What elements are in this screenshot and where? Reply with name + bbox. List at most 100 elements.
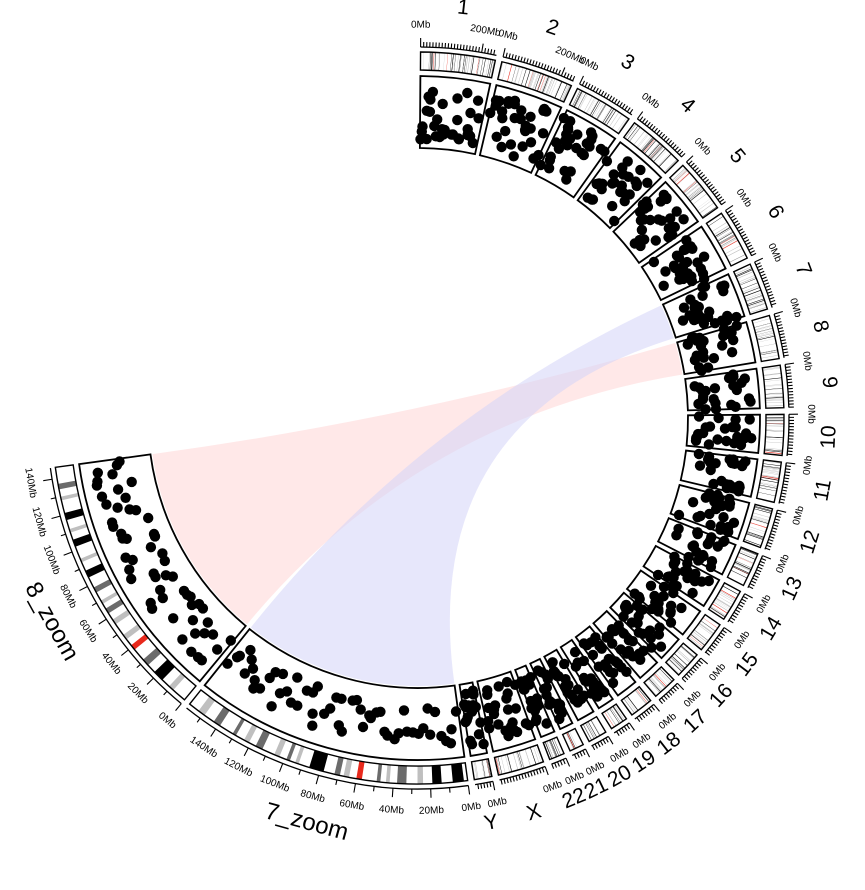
zoom-point xyxy=(177,634,187,644)
axis-tick-label: 20Mb xyxy=(419,805,445,817)
axis-tick xyxy=(770,300,775,302)
genome-point xyxy=(682,566,692,576)
axis-tick xyxy=(749,248,753,250)
axis-tick xyxy=(279,763,282,771)
axis-tick xyxy=(460,44,461,49)
genome-point xyxy=(473,113,483,123)
genome-point xyxy=(521,718,531,728)
genome-point xyxy=(705,536,715,546)
axis-tick xyxy=(592,745,594,749)
axis-tick xyxy=(737,226,741,229)
axis-tick xyxy=(622,104,625,108)
axis-tick xyxy=(761,274,766,276)
axis-tick xyxy=(640,117,643,121)
axis-tick xyxy=(197,718,200,722)
genome-point xyxy=(607,201,617,211)
genome-point xyxy=(566,166,576,176)
genome-point xyxy=(690,576,700,586)
genome-point xyxy=(533,150,543,160)
ideogram-band xyxy=(451,763,464,782)
axis-tick xyxy=(561,68,564,76)
sector-name-18: 18 xyxy=(653,727,686,759)
axis-tick xyxy=(673,145,676,149)
axis-tick xyxy=(550,67,552,72)
axis-tick xyxy=(699,660,703,663)
axis-tick-label: 0Mb xyxy=(732,629,752,652)
genome-point xyxy=(699,318,709,328)
axis-tick xyxy=(299,770,301,775)
axis-tick xyxy=(659,700,662,704)
axis-tick-label: 0Mb xyxy=(707,661,728,683)
genome-point xyxy=(666,606,676,616)
genome-point xyxy=(565,116,575,126)
zoom-point xyxy=(222,659,232,669)
axis-tick xyxy=(491,49,492,54)
axis-tick xyxy=(777,322,782,323)
genome-point xyxy=(705,520,715,530)
axis-tick xyxy=(745,240,749,242)
axis-tick-label: 0Mb xyxy=(461,801,482,815)
axis-tick xyxy=(765,286,770,288)
axis-tick xyxy=(519,775,520,780)
axis-tick xyxy=(649,708,652,712)
axis-tick xyxy=(757,570,762,572)
zoom-point xyxy=(112,503,122,513)
axis-tick-label: 0Mb xyxy=(639,91,662,112)
genome-point xyxy=(597,179,607,189)
genome-point xyxy=(621,600,631,610)
genome-point xyxy=(740,456,750,466)
axis-tick xyxy=(547,65,549,70)
genome-point xyxy=(646,581,656,591)
axis-tick xyxy=(668,140,671,144)
ideogram-bg-4 xyxy=(624,123,678,173)
axis-tick xyxy=(715,640,719,643)
axis-tick xyxy=(679,151,683,155)
genome-point xyxy=(538,106,548,116)
genome-point xyxy=(468,689,478,699)
axis-tick xyxy=(336,780,337,785)
genome-point xyxy=(704,509,714,519)
zoom-point xyxy=(124,504,134,514)
axis-tick xyxy=(768,542,773,544)
axis-tick xyxy=(707,182,711,185)
zoom-point xyxy=(120,553,130,563)
axis-tick-label: 0Mb xyxy=(800,351,814,372)
axis-tick-label: 0Mb xyxy=(487,796,509,811)
genome-point xyxy=(586,637,596,647)
sector-name-7_zoom: 7_zoom xyxy=(262,797,351,846)
genome-point xyxy=(511,703,521,713)
genome-point xyxy=(690,355,700,365)
axis-tick xyxy=(758,268,763,270)
axis-tick xyxy=(785,363,794,364)
axis-tick xyxy=(468,786,469,795)
sector-name-16: 16 xyxy=(705,679,738,712)
axis-tick xyxy=(780,499,785,500)
axis-tick xyxy=(783,352,788,353)
genome-point xyxy=(609,216,619,226)
zoom-point xyxy=(190,628,200,638)
genome-point xyxy=(638,646,648,656)
axis-tick-label: 40Mb xyxy=(99,651,123,678)
axis-tick xyxy=(622,728,625,732)
axis-tick xyxy=(781,340,786,341)
genome-point xyxy=(734,482,744,492)
genome-point xyxy=(692,432,702,442)
genome-point xyxy=(493,719,503,729)
genome-point xyxy=(732,321,742,331)
axis-tick xyxy=(675,147,678,151)
axis-tick xyxy=(639,716,642,720)
genome-point xyxy=(689,333,699,343)
zoom-point xyxy=(107,469,117,479)
genome-point xyxy=(588,650,598,660)
genome-point xyxy=(491,95,501,105)
axis-tick xyxy=(785,472,790,473)
genome-point xyxy=(696,264,706,274)
zoom-point xyxy=(120,493,130,503)
axis-tick xyxy=(664,136,667,140)
axis-tick xyxy=(776,319,781,320)
genome-point xyxy=(587,194,597,204)
genome-point xyxy=(517,141,527,151)
axis-tick xyxy=(763,280,768,282)
genome-point xyxy=(672,251,682,261)
axis-tick xyxy=(488,49,489,54)
